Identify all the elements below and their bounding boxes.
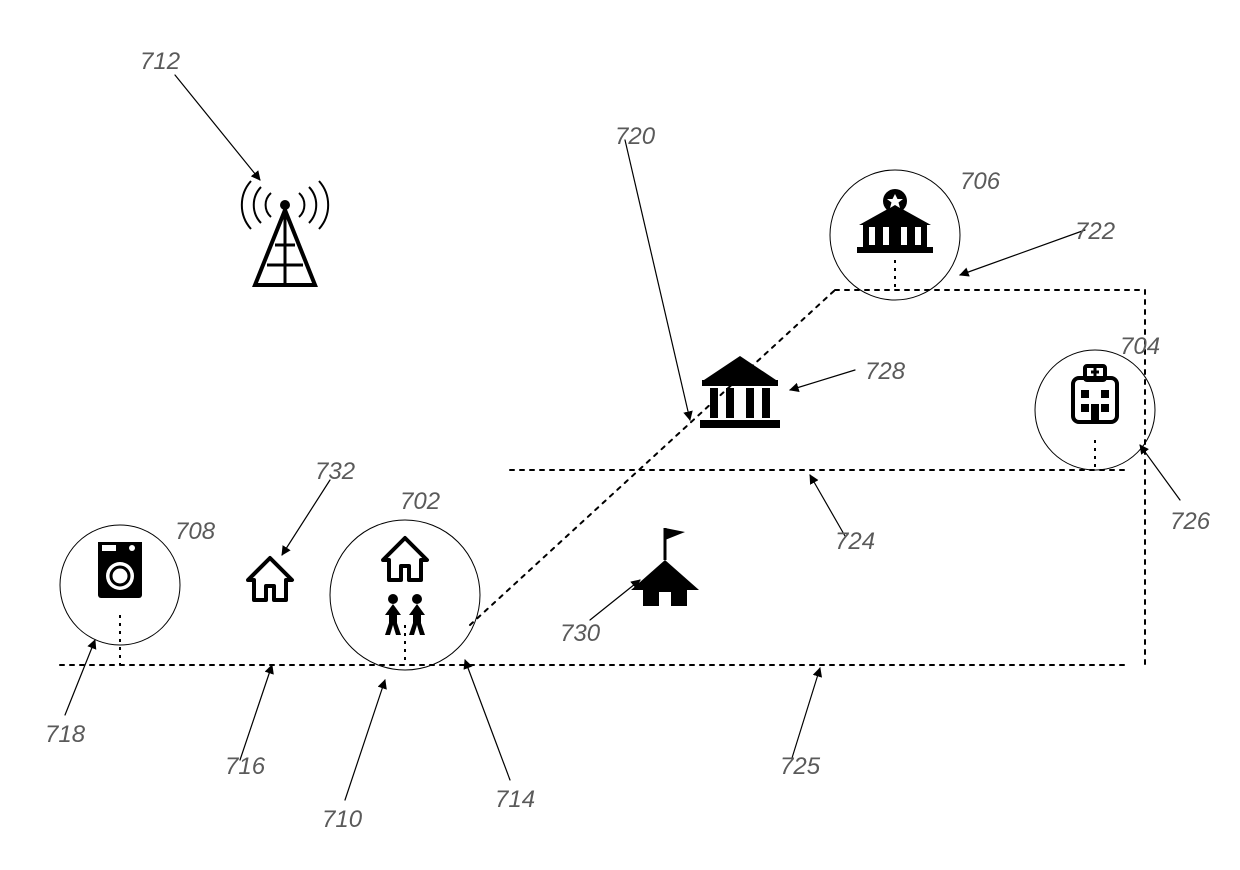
lead-710 [345,680,385,800]
lead-732 [282,480,330,555]
lead-714 [465,660,510,780]
lead-label-730: 730 [560,622,600,646]
tower-icon [242,181,328,285]
lead-label-726: 726 [1170,510,1210,534]
people702-icon [385,594,425,635]
police-icon [857,189,933,253]
node-label-704: 704 [1120,335,1160,359]
road-label-725: 725 [780,755,820,779]
lead-label-732: 732 [315,460,355,484]
lead-label-712: 712 [140,50,180,74]
node-label-708: 708 [175,520,215,544]
school-icon [631,528,699,606]
lead-label-728: 728 [865,360,905,384]
lead-720 [625,140,690,420]
lead-725 [792,668,820,758]
hospital-icon [1073,366,1117,422]
home702-icon [383,538,427,580]
lead-718 [65,640,95,715]
road-label-722: 722 [1075,220,1115,244]
laundry-icon [98,542,142,598]
node-label-702: 702 [400,490,440,514]
lead-730 [590,580,640,620]
lead-712 [175,75,260,180]
lead-label-718: 718 [45,723,85,747]
road-label-716: 716 [225,755,265,779]
lead-722 [960,230,1085,275]
bank728-icon [700,356,780,428]
home732-icon [248,558,292,600]
lead-label-710: 710 [322,808,362,832]
node-label-706: 706 [960,170,1000,194]
lead-724 [810,475,845,536]
road-label-724: 724 [835,530,875,554]
road-label-720: 720 [615,125,655,149]
lead-716 [240,665,272,760]
node-circle-702 [330,520,480,670]
lead-label-714: 714 [495,788,535,812]
diagram-stage: 716 720 722 724 725 702 704 706 708 712 710 714 718 7… [0,0,1240,870]
lead-728 [790,370,855,390]
